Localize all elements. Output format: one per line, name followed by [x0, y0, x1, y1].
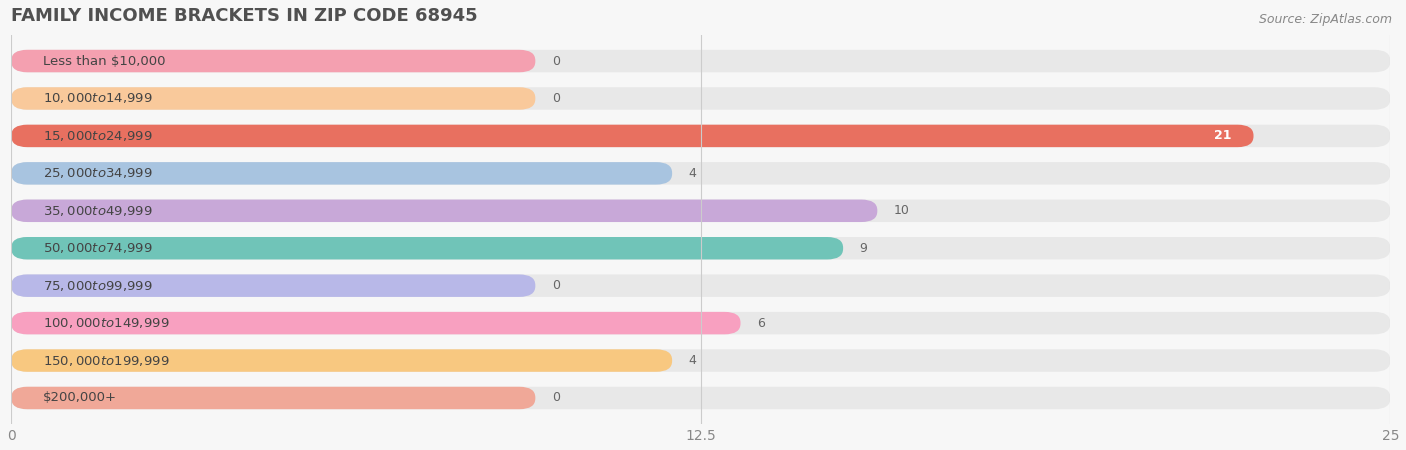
Text: FAMILY INCOME BRACKETS IN ZIP CODE 68945: FAMILY INCOME BRACKETS IN ZIP CODE 68945 [11, 7, 478, 25]
Text: Source: ZipAtlas.com: Source: ZipAtlas.com [1258, 14, 1392, 27]
Text: $35,000 to $49,999: $35,000 to $49,999 [42, 204, 152, 218]
Text: 0: 0 [553, 279, 560, 292]
FancyBboxPatch shape [11, 87, 1391, 110]
FancyBboxPatch shape [11, 125, 1391, 147]
Text: 4: 4 [689, 354, 696, 367]
Text: 0: 0 [553, 392, 560, 405]
Text: 10: 10 [894, 204, 910, 217]
FancyBboxPatch shape [11, 87, 536, 110]
Text: $15,000 to $24,999: $15,000 to $24,999 [42, 129, 152, 143]
Text: $50,000 to $74,999: $50,000 to $74,999 [42, 241, 152, 255]
Text: 0: 0 [553, 92, 560, 105]
Text: $200,000+: $200,000+ [42, 392, 117, 405]
Text: 21: 21 [1213, 130, 1232, 142]
Text: 6: 6 [756, 317, 765, 329]
FancyBboxPatch shape [11, 125, 1254, 147]
Text: $10,000 to $14,999: $10,000 to $14,999 [42, 91, 152, 105]
FancyBboxPatch shape [11, 50, 1391, 72]
FancyBboxPatch shape [11, 237, 1391, 260]
Text: 4: 4 [689, 167, 696, 180]
FancyBboxPatch shape [11, 237, 844, 260]
FancyBboxPatch shape [11, 387, 536, 409]
FancyBboxPatch shape [11, 162, 672, 184]
FancyBboxPatch shape [11, 387, 1391, 409]
FancyBboxPatch shape [11, 199, 877, 222]
FancyBboxPatch shape [11, 50, 536, 72]
FancyBboxPatch shape [11, 312, 741, 334]
FancyBboxPatch shape [11, 162, 1391, 184]
FancyBboxPatch shape [11, 312, 1391, 334]
Text: $25,000 to $34,999: $25,000 to $34,999 [42, 166, 152, 180]
FancyBboxPatch shape [11, 274, 536, 297]
Text: 0: 0 [553, 54, 560, 68]
Text: $100,000 to $149,999: $100,000 to $149,999 [42, 316, 169, 330]
FancyBboxPatch shape [11, 199, 1391, 222]
Text: Less than $10,000: Less than $10,000 [42, 54, 166, 68]
FancyBboxPatch shape [11, 349, 672, 372]
FancyBboxPatch shape [11, 274, 1391, 297]
Text: 9: 9 [859, 242, 868, 255]
Text: $75,000 to $99,999: $75,000 to $99,999 [42, 279, 152, 292]
Text: $150,000 to $199,999: $150,000 to $199,999 [42, 354, 169, 368]
FancyBboxPatch shape [11, 349, 1391, 372]
